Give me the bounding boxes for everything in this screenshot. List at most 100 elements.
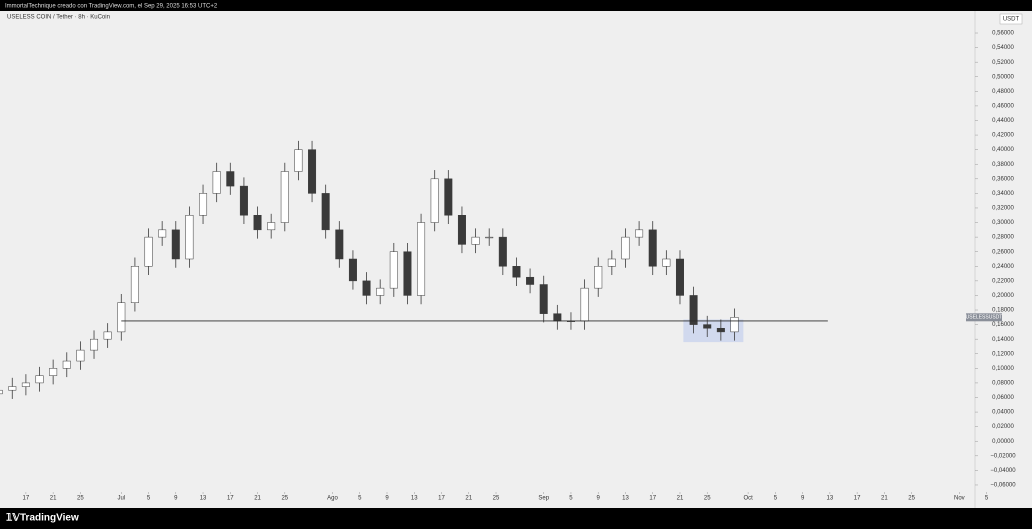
- candle-body: [280, 171, 289, 223]
- y-tick-label: −0,04000: [990, 468, 1016, 474]
- price-label-box: [966, 313, 1002, 322]
- candle-body: [703, 324, 712, 329]
- candle-body: [158, 229, 167, 238]
- x-tick-label: 21: [50, 496, 57, 502]
- candle-body: [444, 178, 453, 216]
- x-tick-label: 9: [597, 496, 601, 502]
- candle-body: [498, 236, 507, 267]
- y-tick-label: 0,12000: [992, 351, 1014, 357]
- candle-body: [539, 284, 548, 314]
- candle-body: [8, 386, 17, 391]
- y-tick-label: 0,04000: [992, 410, 1014, 416]
- x-tick-label: 9: [385, 496, 389, 502]
- x-tick-label: Jul: [117, 496, 125, 502]
- candle-body: [689, 295, 698, 325]
- y-tick-label: 0,46000: [992, 103, 1014, 109]
- candle-body: [130, 266, 139, 303]
- candle-body: [362, 280, 371, 296]
- candle-body: [35, 375, 44, 384]
- x-tick-label: 13: [622, 496, 629, 502]
- y-tick-label: 0,38000: [992, 162, 1014, 168]
- y-tick-label: 0,08000: [992, 380, 1014, 386]
- candle-body: [0, 389, 3, 395]
- x-tick-label: 17: [854, 496, 861, 502]
- candle-body: [348, 258, 357, 282]
- y-tick-label: 0,02000: [992, 424, 1014, 430]
- y-tick-label: 0,20000: [992, 293, 1014, 299]
- candle-body: [716, 327, 725, 333]
- candle-body: [635, 229, 644, 238]
- y-tick-label: 0,32000: [992, 206, 1014, 212]
- header-bar: [0, 0, 1032, 11]
- candle-body: [471, 236, 480, 245]
- x-tick-label: 5: [358, 496, 362, 502]
- y-tick-label: 0,00000: [992, 439, 1014, 445]
- x-tick-label: Nov: [954, 496, 965, 502]
- x-tick-label: Ago: [327, 496, 338, 502]
- candle-body: [267, 222, 276, 231]
- candle-body: [49, 368, 58, 376]
- candle-body: [621, 236, 630, 260]
- candle-body: [648, 229, 657, 267]
- x-tick-label: 21: [465, 496, 472, 502]
- x-tick-label: Oct: [743, 496, 753, 502]
- x-tick-label: 5: [774, 496, 778, 502]
- candle-body: [185, 215, 194, 260]
- x-tick-label: 17: [649, 496, 656, 502]
- currency-box[interactable]: [999, 13, 1023, 25]
- candle-body: [403, 251, 412, 296]
- y-tick-label: 0,36000: [992, 176, 1014, 182]
- footer-bar: [0, 508, 1032, 529]
- candle-body: [144, 236, 153, 267]
- candle-body: [417, 222, 426, 296]
- x-tick-label: 25: [704, 496, 711, 502]
- candle-body: [253, 215, 262, 231]
- x-tick-label: Sep: [538, 496, 549, 502]
- x-tick-label: 17: [23, 496, 30, 502]
- candle-body: [294, 149, 303, 172]
- logo-mark: 𝟙𝕍: [6, 513, 20, 524]
- x-tick-label: 9: [801, 496, 805, 502]
- y-tick-label: 0,18000: [992, 308, 1014, 314]
- candle-body: [553, 313, 562, 322]
- candle-body: [430, 178, 439, 223]
- y-tick-label: 0,56000: [992, 31, 1014, 37]
- x-tick-label: 13: [827, 496, 834, 502]
- y-tick-label: 0,40000: [992, 147, 1014, 153]
- x-tick-label: 17: [438, 496, 445, 502]
- x-tick-label: 13: [200, 496, 207, 502]
- candle-body: [457, 215, 466, 245]
- candle-body: [171, 229, 180, 260]
- candle-body: [103, 331, 112, 340]
- candle-body: [485, 236, 494, 239]
- x-tick-label: 25: [281, 496, 288, 502]
- x-tick-label: 25: [493, 496, 500, 502]
- x-tick-label: 25: [908, 496, 915, 502]
- candle-body: [199, 193, 208, 216]
- candle-body: [321, 193, 330, 231]
- candle-body: [526, 276, 535, 285]
- y-tick-label: 0,10000: [992, 366, 1014, 372]
- y-tick-label: 0,44000: [992, 118, 1014, 124]
- x-tick-label: 13: [411, 496, 418, 502]
- y-tick-label: 0,54000: [992, 45, 1014, 51]
- candle-body: [580, 287, 589, 322]
- x-tick-label: 21: [677, 496, 684, 502]
- y-tick-label: −0,02000: [990, 453, 1016, 459]
- x-tick-label: 25: [77, 496, 84, 502]
- header-text: ImmortalTechnique creado con TradingView…: [5, 4, 218, 10]
- price-label: USELESSUSDT: [966, 315, 1003, 321]
- candle-body: [512, 266, 521, 278]
- y-tick-label: 0,28000: [992, 235, 1014, 241]
- y-tick-label: 0,24000: [992, 264, 1014, 270]
- candle-body: [62, 360, 71, 369]
- candle-body: [376, 287, 385, 296]
- y-tick-label: 0,42000: [992, 133, 1014, 139]
- y-tick-label: 0,06000: [992, 395, 1014, 401]
- currency-label[interactable]: USDT: [1003, 17, 1020, 23]
- y-tick-label: 0,16000: [992, 322, 1014, 328]
- candle-body: [76, 349, 85, 362]
- highlight-box: [683, 319, 744, 343]
- x-tick-label: 5: [147, 496, 151, 502]
